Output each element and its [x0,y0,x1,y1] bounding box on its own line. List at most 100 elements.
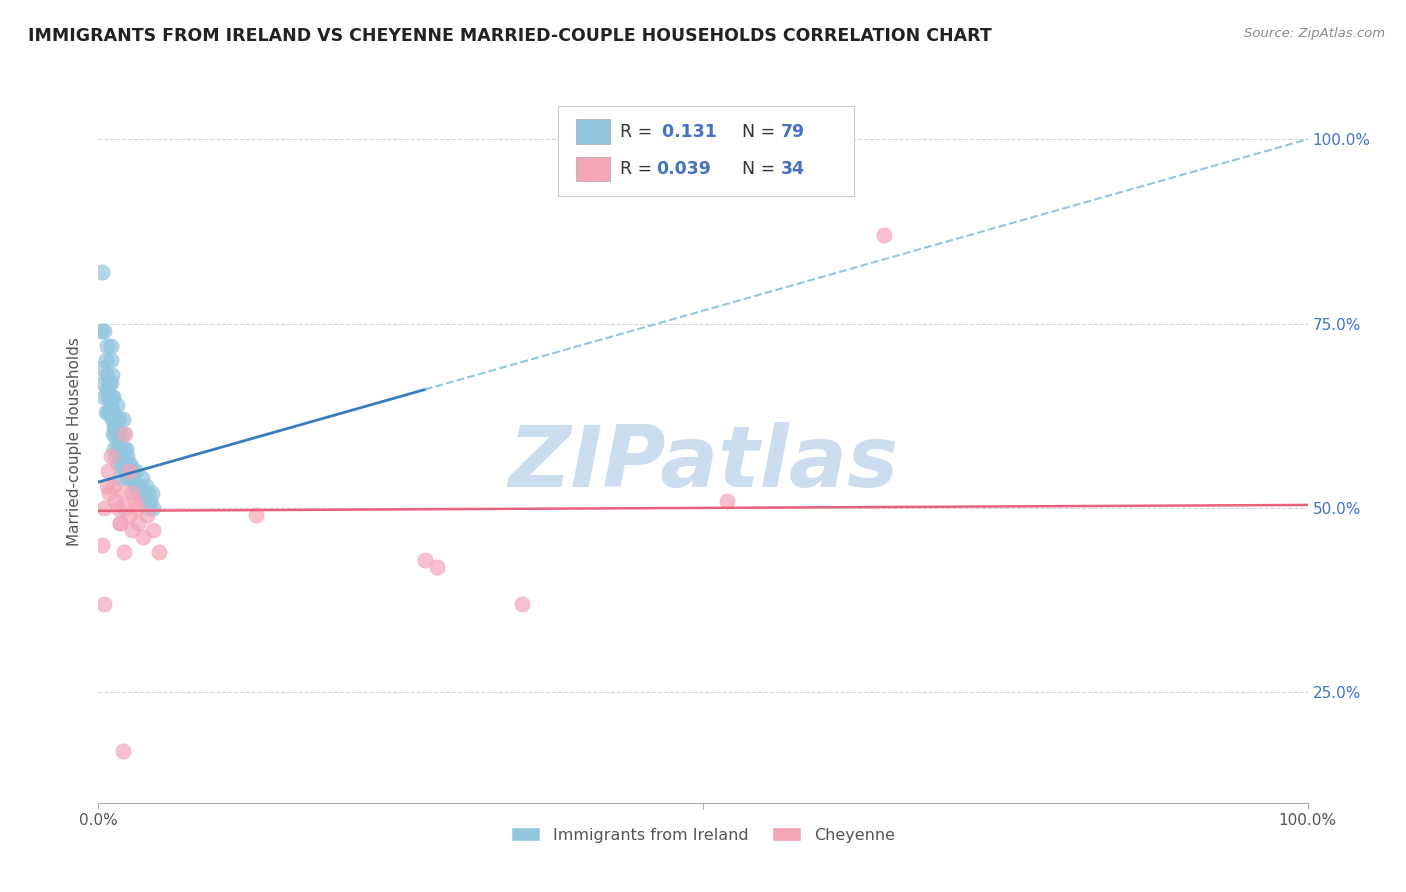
Point [121,523,143,537]
Point [128,479,150,493]
Point [114,500,136,515]
Point [98,376,121,390]
Point [94,405,117,419]
Point [142,523,165,537]
Point [108,442,131,456]
Point [111,450,134,464]
Point [97,390,120,404]
Point [108,427,131,442]
Point [96,368,118,383]
Point [100,450,122,464]
Point [716,493,738,508]
Point [104,419,127,434]
Point [104,450,127,464]
Point [112,545,135,559]
Point [91,538,114,552]
Point [93,390,115,404]
Text: 0.039: 0.039 [655,160,710,178]
Text: IMMIGRANTS FROM IRELAND VS CHEYENNE MARRIED-COUPLE HOUSEHOLDS CORRELATION CHART: IMMIGRANTS FROM IRELAND VS CHEYENNE MARR… [28,27,991,45]
Point [510,597,533,611]
Point [91,360,114,375]
Point [107,500,129,515]
Point [98,486,121,500]
Point [105,398,128,412]
Point [112,457,135,471]
Point [111,412,134,426]
Point [426,560,449,574]
Point [114,427,136,442]
Point [118,464,141,478]
Point [100,353,122,368]
Point [107,442,129,456]
Point [148,545,170,559]
Point [108,450,131,464]
Point [105,434,128,449]
Point [107,457,129,471]
Point [120,471,142,485]
Point [111,744,134,758]
Point [108,442,131,456]
Point [136,486,159,500]
Point [117,450,139,464]
Point [110,450,132,464]
Point [138,500,160,515]
Bar [576,120,610,145]
Point [112,442,135,456]
Point [127,516,149,530]
Point [124,479,146,493]
Point [105,427,128,442]
Point [103,419,125,434]
Point [104,427,127,442]
Point [100,412,122,426]
Point [129,486,152,500]
Point [100,339,122,353]
Point [139,493,162,508]
Point [105,412,128,426]
Point [101,479,124,493]
Text: ZIPatlas: ZIPatlas [508,422,898,505]
Text: 34: 34 [780,160,804,178]
Point [91,376,114,390]
Point [100,398,122,412]
Point [108,471,131,485]
Point [413,552,436,566]
Point [100,390,122,404]
Point [108,516,131,530]
Point [101,427,124,442]
Point [124,493,146,508]
Point [142,500,165,515]
Point [108,412,131,426]
Point [96,339,118,353]
Point [245,508,267,523]
Point [103,442,125,456]
Point [107,427,129,442]
Point [127,500,149,515]
Point [125,464,148,478]
Point [135,493,157,508]
Text: 79: 79 [780,122,804,141]
FancyBboxPatch shape [558,105,855,196]
Point [96,479,118,493]
Point [127,479,149,493]
Point [104,493,127,508]
Text: R =: R = [620,122,658,141]
Point [100,376,122,390]
Point [110,457,132,471]
Point [97,464,120,478]
Bar [576,156,610,181]
Point [108,516,131,530]
Point [90,324,112,338]
Point [94,353,117,368]
Point [111,427,134,442]
Text: 0.131: 0.131 [655,122,717,141]
Text: R =: R = [620,160,658,178]
Point [118,457,141,471]
Point [101,390,124,404]
Point [97,405,120,419]
Point [111,486,134,500]
Point [96,383,118,397]
Point [100,368,122,383]
Point [93,324,115,338]
Point [141,486,163,500]
Legend: Immigrants from Ireland, Cheyenne: Immigrants from Ireland, Cheyenne [505,821,901,849]
